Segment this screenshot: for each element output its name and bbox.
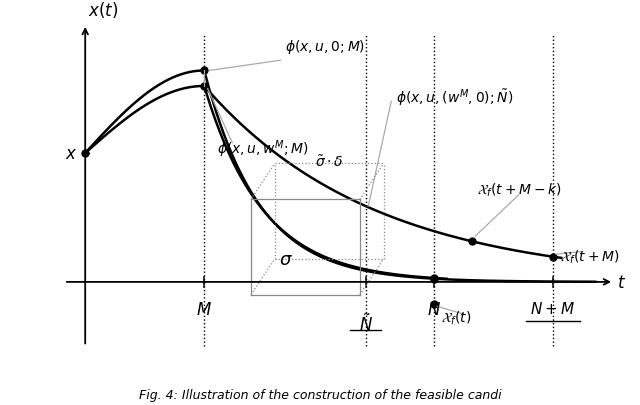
Text: $\phi(x,u,0;M)$: $\phi(x,u,0;M)$ xyxy=(285,38,365,56)
Text: $N$: $N$ xyxy=(427,300,441,318)
Text: $\mathcal{X}_f(t)$: $\mathcal{X}_f(t)$ xyxy=(440,309,471,326)
Text: $\mathcal{X}_f(t+M)$: $\mathcal{X}_f(t+M)$ xyxy=(559,248,619,266)
Text: $\phi(x,u,(w^M,0);\tilde{N})$: $\phi(x,u,(w^M,0);\tilde{N})$ xyxy=(396,87,513,107)
Text: $\tilde{N}$: $\tilde{N}$ xyxy=(359,313,372,334)
Text: $x(t)$: $x(t)$ xyxy=(88,0,118,20)
Text: $x$: $x$ xyxy=(65,145,77,162)
Text: $t$: $t$ xyxy=(616,273,625,291)
Text: $N+M$: $N+M$ xyxy=(531,300,575,316)
Text: Fig. 4: Illustration of the construction of the feasible candi: Fig. 4: Illustration of the construction… xyxy=(139,388,501,401)
Text: $M$: $M$ xyxy=(196,300,212,318)
Text: $\sigma$: $\sigma$ xyxy=(279,250,292,268)
Text: $\mathcal{X}_f(t+M-k)$: $\mathcal{X}_f(t+M-k)$ xyxy=(477,181,562,199)
Text: $\tilde{\sigma}\cdot\delta$: $\tilde{\sigma}\cdot\delta$ xyxy=(315,154,343,170)
Text: $\phi(x,u,w^M;M)$: $\phi(x,u,w^M;M)$ xyxy=(217,138,309,159)
